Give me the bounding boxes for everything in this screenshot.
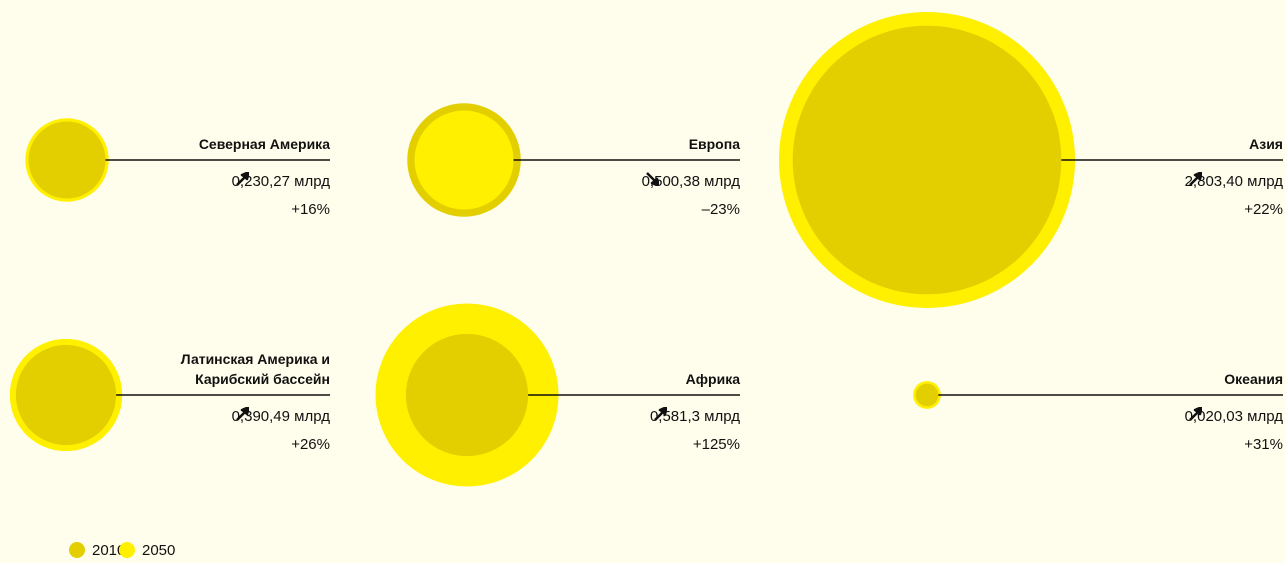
values-row: 0,02 0,03 млрд [1185, 407, 1283, 427]
region-name: Северная Америка [198, 136, 330, 152]
values-row: 0,39 0,49 млрд [232, 407, 330, 427]
region-name: Азия [1249, 136, 1283, 152]
value-2050: 0,38 млрд [670, 173, 740, 190]
change-label: –23% [701, 201, 740, 218]
arrow-shape [1188, 172, 1202, 186]
change: +125% [693, 435, 740, 455]
bubble [915, 383, 939, 407]
legend-label: 2010 [92, 542, 125, 559]
change: +26% [291, 435, 330, 455]
change: +22% [1244, 200, 1283, 220]
bubble [792, 25, 1062, 295]
change-label: +31% [1244, 436, 1283, 453]
change: +31% [1244, 435, 1283, 455]
arrow-shape [645, 172, 659, 186]
trend-arrow [1188, 172, 1202, 186]
change-label: +22% [1244, 201, 1283, 218]
change-label: +16% [291, 201, 330, 218]
legend-swatch [69, 542, 85, 558]
values-row: 2,80 3,40 млрд [1185, 172, 1283, 192]
arrow-shape [235, 172, 249, 186]
region-name: Европа [688, 136, 740, 152]
trend-arrow [1188, 407, 1202, 421]
trend-arrow [654, 407, 667, 421]
legend-swatch [119, 542, 135, 558]
values-row: 0,23 0,27 млрд [232, 172, 330, 192]
value-2010: 0,02 [1184, 408, 1214, 425]
value-2050: 0,27 млрд [260, 173, 330, 190]
value-2050: 0,03 млрд [1213, 408, 1283, 425]
change-label: +125% [692, 436, 740, 453]
change: +16% [291, 200, 330, 220]
value-2050: 0,49 млрд [260, 408, 330, 425]
legend-label: 2050 [142, 542, 175, 559]
value-2010: 0,58 [649, 408, 680, 425]
bubble [15, 344, 117, 446]
trend-arrow [235, 172, 249, 186]
arrow-shape [1188, 407, 1202, 421]
change-label: +26% [291, 436, 330, 453]
value-2050: 1,3 млрд [679, 408, 740, 425]
bubble [405, 333, 529, 457]
trend-arrow [645, 172, 659, 186]
value-2050: 3,40 млрд [1213, 173, 1283, 190]
region-name: Африка [685, 371, 740, 387]
change: –23% [702, 200, 740, 220]
values-row: 0,500,38 млрд [642, 172, 740, 192]
bubble [414, 110, 514, 210]
bubble [28, 121, 106, 199]
arrow-shape [654, 407, 667, 421]
region-name: Латинская Америка и Карибский бассейн [180, 351, 330, 387]
values-row: 0,58 1,3 млрд [650, 407, 740, 427]
value-2010: 0,23 [231, 173, 261, 190]
trend-arrow [235, 407, 249, 421]
arrow-shape [235, 407, 249, 421]
value-2010: 0,39 [231, 408, 261, 425]
value-2010: 2,80 [1184, 173, 1214, 190]
region-name: Океания [1224, 371, 1283, 387]
